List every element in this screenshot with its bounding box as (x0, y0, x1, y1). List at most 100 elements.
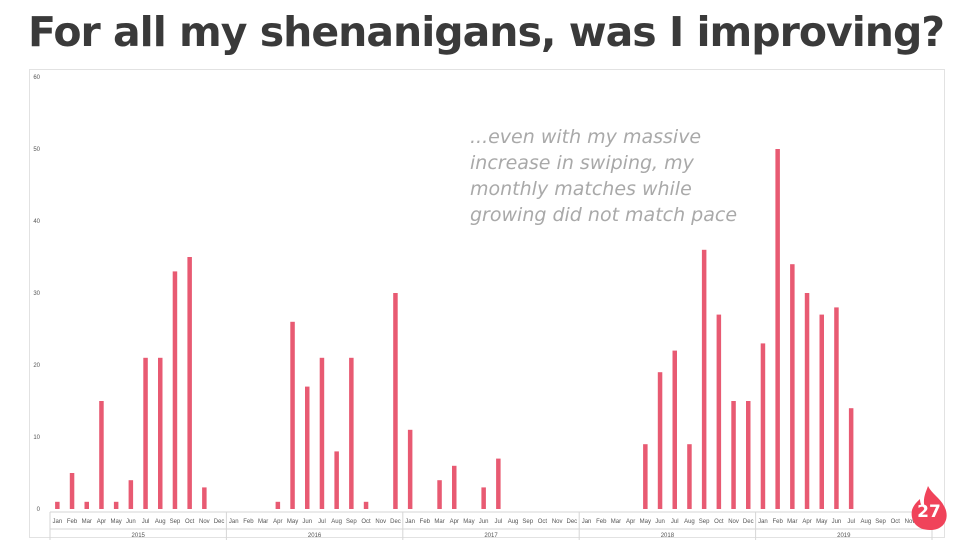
bar (437, 480, 442, 509)
x-tick-label: Jul (847, 519, 855, 525)
x-tick-label: May (463, 519, 474, 525)
x-tick-label: Dec (567, 519, 578, 525)
bars (55, 149, 854, 510)
x-tick-label: Jun (302, 519, 312, 525)
bar (643, 444, 648, 509)
bar (746, 401, 751, 509)
x-tick-label: Feb (596, 519, 607, 525)
year-label: 2019 (837, 533, 851, 539)
x-tick-label: Apr (273, 519, 282, 525)
y-tick-label: 50 (33, 147, 40, 153)
x-tick-label: Jan (53, 519, 63, 525)
x-tick-label: Mar (258, 519, 268, 525)
x-tick-label: Oct (538, 519, 548, 525)
x-tick-label: Oct (714, 519, 724, 525)
y-tick-label: 40 (33, 219, 40, 225)
bar (172, 271, 178, 509)
x-tick-label: Nov (199, 519, 210, 525)
bar (187, 257, 192, 509)
x-tick-label: Mar (787, 519, 797, 525)
bar (407, 429, 413, 509)
bar (819, 314, 824, 509)
x-tick-label: May (640, 519, 651, 525)
chart-annotation: ...even with my massive increase in swip… (470, 126, 738, 226)
bar (305, 386, 310, 509)
x-tick-label: Sep (170, 519, 181, 525)
x-tick-label: Apr (97, 519, 106, 525)
bar (716, 314, 722, 509)
bar (657, 372, 663, 509)
bar (99, 401, 104, 509)
x-tick-label: Mar (611, 519, 621, 525)
x-tick-label: Mar (434, 519, 444, 525)
x-tick-label: Jul (318, 519, 326, 525)
x-tick-label: Aug (508, 519, 519, 525)
y-tick-label: 30 (33, 291, 40, 297)
x-tick-label: Apr (802, 519, 811, 525)
bar (275, 501, 281, 509)
bar (687, 444, 692, 509)
y-tick-label: 60 (33, 75, 40, 81)
year-label: 2015 (132, 533, 146, 539)
flame-icon (911, 486, 947, 530)
bar (319, 357, 325, 509)
bar (202, 487, 207, 509)
x-tick-label: May (816, 519, 827, 525)
bar (775, 149, 780, 509)
y-axis: 0 10 20 30 40 50 60 (33, 75, 40, 513)
x-tick-label: Jan (405, 519, 415, 525)
x-tick-label: Jan (758, 519, 768, 525)
x-tick-label: Jan (229, 519, 239, 525)
x-tick-label: Dec (390, 519, 401, 525)
year-label: 2016 (308, 533, 322, 539)
x-tick-label: Jun (479, 519, 489, 525)
bar (731, 401, 736, 509)
bar (790, 264, 795, 509)
x-tick-label: Aug (861, 519, 872, 525)
x-tick-label: Oct (185, 519, 195, 525)
y-tick-label: 20 (33, 363, 40, 369)
x-tick-label: Dec (743, 519, 754, 525)
x-tick-label: May (287, 519, 298, 525)
bar (834, 307, 839, 509)
bar (143, 357, 148, 509)
x-tick-label: Sep (522, 519, 533, 525)
x-tick-label: Jul (142, 519, 150, 525)
x-tick-label: Jun (832, 519, 842, 525)
x-tick-label: Jun (655, 519, 665, 525)
page-badge: 27 (906, 484, 954, 532)
x-tick-label: Oct (361, 519, 371, 525)
x-tick-label: Jul (671, 519, 679, 525)
year-label: 2017 (484, 533, 498, 539)
x-tick-label: Dec (214, 519, 225, 525)
x-tick-label: Nov (375, 519, 386, 525)
x-tick-label: Feb (772, 519, 783, 525)
x-axis: Jan Feb Mar Apr May Jun Jul Aug Sep Oct Nov Dec Jan F… (49, 511, 933, 540)
bar (393, 293, 398, 509)
bar (158, 357, 163, 509)
x-tick-label: Nov (552, 519, 563, 525)
x-tick-label: Feb (67, 519, 78, 525)
bar (69, 473, 75, 509)
x-tick-label: Aug (684, 519, 695, 525)
page-title: For all my shenanigans, was I improving? (28, 8, 945, 56)
bar (672, 350, 677, 509)
x-tick-label: Feb (420, 519, 431, 525)
bar (481, 487, 486, 509)
y-tick-label: 10 (33, 435, 40, 441)
x-tick-label: Sep (699, 519, 710, 525)
x-tick-label: Apr (626, 519, 635, 525)
bar (349, 357, 354, 509)
bar (701, 249, 707, 510)
x-tick-label: Aug (331, 519, 342, 525)
bar (55, 501, 60, 509)
bar (128, 480, 134, 509)
x-tick-label: Jun (126, 519, 136, 525)
chart-frame (29, 69, 945, 538)
bar (113, 501, 119, 509)
x-tick-label: Sep (875, 519, 886, 525)
bar (334, 451, 339, 509)
x-tick-label: Aug (155, 519, 166, 525)
x-tick-label: Mar (82, 519, 92, 525)
